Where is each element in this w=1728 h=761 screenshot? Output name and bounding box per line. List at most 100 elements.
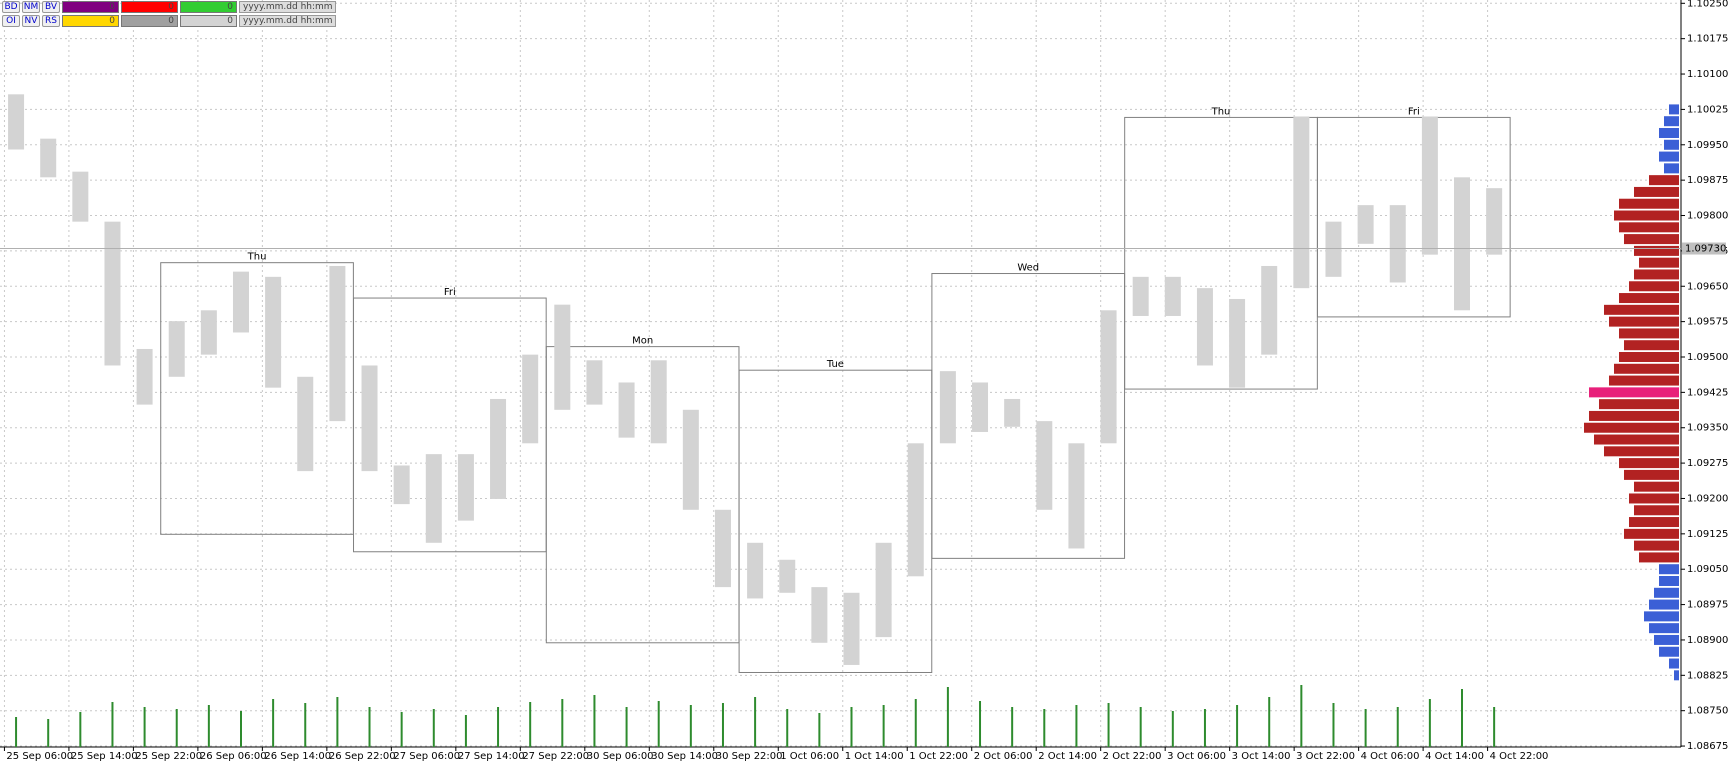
range-bar xyxy=(329,265,346,422)
y-tick-label: 1.09950 xyxy=(1687,140,1728,151)
toolbar-button[interactable]: NV xyxy=(22,15,40,27)
range-bar xyxy=(843,592,860,665)
range-bar xyxy=(1261,265,1278,355)
range-bar xyxy=(522,354,539,444)
profile-bar xyxy=(1629,281,1679,292)
range-bar xyxy=(939,371,956,444)
x-tick-label: 3 Oct 06:00 xyxy=(1167,751,1226,761)
profile-bar xyxy=(1664,139,1679,150)
x-tick-label: 30 Sep 22:00 xyxy=(716,751,783,761)
range-bar xyxy=(1454,177,1471,311)
profile-bar xyxy=(1624,340,1679,351)
profile-bar xyxy=(1669,658,1679,669)
session-box xyxy=(1124,116,1318,390)
x-tick-label: 4 Oct 14:00 xyxy=(1425,751,1484,761)
x-tick-label: 2 Oct 14:00 xyxy=(1038,751,1097,761)
range-bar xyxy=(811,587,828,643)
profile-bar xyxy=(1634,505,1679,516)
range-bar xyxy=(1068,443,1085,549)
toolbar-field: 0 xyxy=(180,1,237,13)
range-bar xyxy=(1164,276,1181,316)
profile-bar xyxy=(1604,446,1679,457)
x-tick-label: 2 Oct 06:00 xyxy=(974,751,1033,761)
y-tick-label: 1.09575 xyxy=(1687,317,1728,328)
range-bar xyxy=(136,348,153,405)
range-bar xyxy=(1325,221,1342,277)
x-tick-label: 4 Oct 06:00 xyxy=(1361,751,1420,761)
profile-bar xyxy=(1674,670,1679,681)
y-tick-label: 1.08975 xyxy=(1687,600,1728,611)
range-bar xyxy=(1389,205,1406,283)
range-bar xyxy=(393,465,410,505)
y-tick-label: 1.09500 xyxy=(1687,352,1728,363)
current-price-label: 1.09730 xyxy=(1685,244,1726,255)
y-tick-label: 1.09350 xyxy=(1687,423,1728,434)
session-label: Fri xyxy=(1408,106,1420,117)
profile-bar xyxy=(1659,646,1679,657)
y-tick-label: 1.09125 xyxy=(1687,529,1728,540)
range-bar xyxy=(1132,276,1149,316)
session-box xyxy=(160,262,354,535)
profile-bar xyxy=(1659,127,1679,138)
x-tick-label: 25 Sep 14:00 xyxy=(71,751,138,761)
range-bar xyxy=(554,304,571,410)
range-bar xyxy=(779,559,796,593)
toolbar-button[interactable]: RS xyxy=(42,15,60,27)
toolbar-button[interactable]: BV xyxy=(42,1,60,13)
toolbar-field: 0 xyxy=(62,15,119,27)
toolbar-button[interactable]: NM xyxy=(22,1,40,13)
profile-bar xyxy=(1619,198,1679,209)
y-tick-label: 1.10100 xyxy=(1687,69,1728,80)
range-bar xyxy=(586,360,603,405)
profile-bar xyxy=(1639,552,1679,563)
session-label: Tue xyxy=(826,359,844,370)
range-bar xyxy=(618,382,635,438)
profile-bar xyxy=(1594,434,1679,445)
profile-bar xyxy=(1609,316,1679,327)
y-tick-label: 1.10025 xyxy=(1687,104,1728,115)
y-tick-label: 1.09425 xyxy=(1687,387,1728,398)
range-bar xyxy=(200,310,217,355)
profile-bar xyxy=(1644,611,1679,622)
x-tick-label: 3 Oct 14:00 xyxy=(1232,751,1291,761)
x-tick-label: 30 Sep 06:00 xyxy=(587,751,654,761)
toolbar-row: OI NV RS 0 0 0 yyyy.mm.dd hh:mm xyxy=(2,15,336,27)
x-tick-label: 27 Sep 14:00 xyxy=(458,751,525,761)
y-tick-label: 1.10175 xyxy=(1687,34,1728,45)
profile-bar xyxy=(1654,587,1679,598)
x-tick-label: 1 Oct 06:00 xyxy=(780,751,839,761)
range-bar xyxy=(714,509,731,588)
range-bar xyxy=(1196,288,1213,366)
profile-bar xyxy=(1619,351,1679,362)
x-tick-label: 25 Sep 06:00 xyxy=(6,751,73,761)
x-tick-label: 2 Oct 22:00 xyxy=(1103,751,1162,761)
profile-bar xyxy=(1614,210,1679,221)
range-bar xyxy=(907,443,924,577)
y-tick-label: 1.09200 xyxy=(1687,493,1728,504)
profile-bar xyxy=(1659,576,1679,586)
x-tick-label: 1 Oct 22:00 xyxy=(909,751,968,761)
profile-bar xyxy=(1599,399,1679,410)
toolbar-field: 0 xyxy=(121,1,178,13)
profile-bar xyxy=(1649,175,1679,186)
range-bar xyxy=(682,409,699,510)
y-tick-label: 1.08825 xyxy=(1687,670,1728,681)
range-bar xyxy=(490,398,507,499)
session-label: Thu xyxy=(247,252,267,263)
x-tick-label: 26 Sep 14:00 xyxy=(264,751,331,761)
x-tick-label: 4 Oct 22:00 xyxy=(1490,751,1549,761)
x-tick-label: 30 Sep 14:00 xyxy=(651,751,718,761)
profile-bar xyxy=(1649,599,1679,610)
y-tick-label: 1.08750 xyxy=(1687,706,1728,717)
toolbar-field: 0 xyxy=(121,15,178,27)
session-label: Wed xyxy=(1017,263,1039,274)
y-tick-label: 1.09275 xyxy=(1687,458,1728,469)
toolbar-row: BD NM BV 0 0 0 yyyy.mm.dd hh:mm xyxy=(2,1,336,13)
y-tick-label: 1.09800 xyxy=(1687,211,1728,222)
y-tick-label: 1.08675 xyxy=(1687,741,1728,752)
range-bar xyxy=(1004,398,1021,427)
toolbar-button[interactable]: BD xyxy=(2,1,20,13)
toolbar-button[interactable]: OI xyxy=(2,15,20,27)
profile-bar xyxy=(1639,257,1679,268)
